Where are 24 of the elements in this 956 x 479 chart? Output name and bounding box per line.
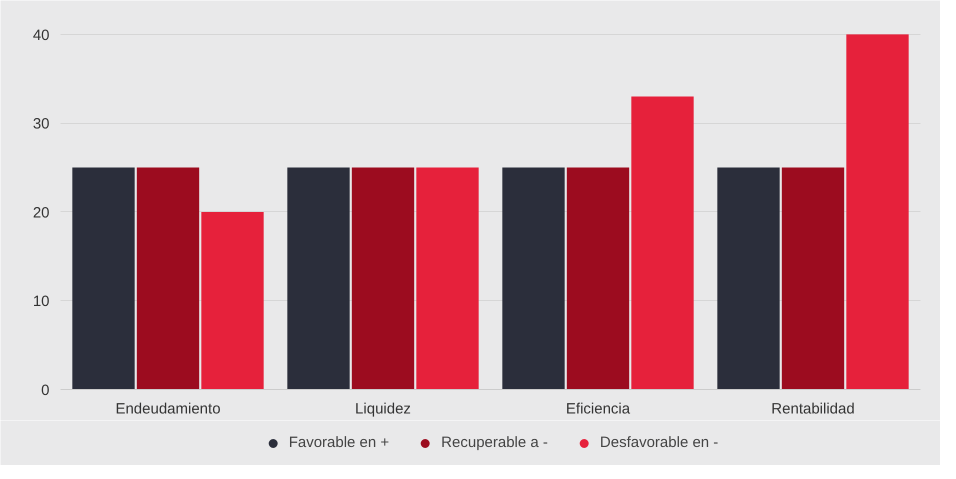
bar xyxy=(136,168,200,390)
legend-label: Favorable en + xyxy=(288,433,390,452)
x-tick-label: Eficiencia xyxy=(566,400,631,418)
bar xyxy=(416,168,479,390)
x-tick-label: Endeudamiento xyxy=(115,400,221,418)
y-tick-label: 10 xyxy=(32,293,50,310)
bar xyxy=(352,168,414,390)
y-tick-label: 20 xyxy=(32,204,50,222)
y-tick-label: 40 xyxy=(32,26,50,44)
bar xyxy=(846,34,909,390)
bar xyxy=(201,212,264,390)
x-tick-label: Liquidez xyxy=(355,400,411,418)
legend-label: Desfavorable en - xyxy=(600,433,718,452)
bar xyxy=(287,168,350,390)
legend-label: Recuperable a - xyxy=(441,433,548,452)
bar xyxy=(717,168,780,390)
bar xyxy=(72,168,135,390)
y-tick-label: 0 xyxy=(41,382,50,399)
bar xyxy=(502,168,565,390)
bar xyxy=(566,168,630,390)
bar xyxy=(631,96,694,390)
x-tick-label: Rentabilidad xyxy=(771,400,855,418)
bar xyxy=(782,168,844,390)
y-tick-label: 30 xyxy=(32,116,50,133)
